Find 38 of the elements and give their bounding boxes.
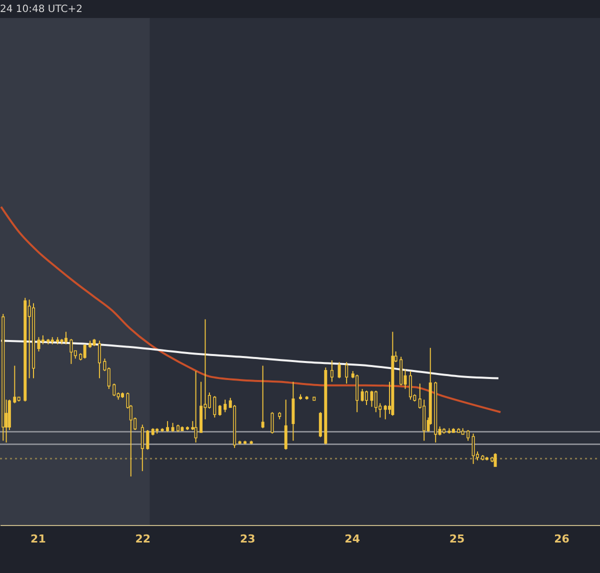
x-tick-label: 21 bbox=[30, 532, 46, 546]
candlestick bbox=[284, 399, 288, 450]
candlestick bbox=[472, 433, 475, 464]
candlestick bbox=[345, 362, 348, 384]
candlestick bbox=[218, 404, 222, 416]
candlestick bbox=[466, 430, 470, 442]
candlestick bbox=[370, 390, 374, 408]
text: 24 10:48 UTC+2 bbox=[0, 4, 82, 15]
candlestick bbox=[384, 404, 387, 420]
x-tick-label: 23 bbox=[240, 532, 256, 546]
candlestick bbox=[330, 360, 334, 382]
candlestick bbox=[224, 399, 227, 413]
candlestick bbox=[37, 336, 40, 352]
candlestick bbox=[64, 331, 68, 345]
candlestick bbox=[408, 370, 412, 400]
candlestick bbox=[112, 383, 116, 397]
x-tick-label: 26 bbox=[554, 532, 570, 546]
candlestick bbox=[338, 362, 341, 379]
candlestick bbox=[146, 430, 150, 450]
candlestick bbox=[318, 412, 322, 438]
candlestick bbox=[194, 370, 198, 444]
x-tick-label: 24 bbox=[344, 532, 360, 546]
candlestick bbox=[166, 420, 170, 432]
candlestick bbox=[360, 388, 364, 402]
candlestick bbox=[374, 390, 378, 413]
candlestick bbox=[140, 424, 144, 472]
candlestick bbox=[98, 340, 101, 379]
candlestick bbox=[364, 390, 368, 406]
candlestick bbox=[261, 365, 264, 429]
candlestick bbox=[70, 338, 73, 364]
x-tick-label: 25 bbox=[449, 532, 465, 546]
candlestick bbox=[270, 412, 274, 434]
candlestick bbox=[83, 344, 86, 360]
x-tick-label: 22 bbox=[135, 532, 151, 546]
candlestick bbox=[494, 452, 497, 467]
candlestick bbox=[213, 396, 216, 418]
candlestick bbox=[208, 392, 211, 410]
candlestick bbox=[13, 365, 16, 404]
